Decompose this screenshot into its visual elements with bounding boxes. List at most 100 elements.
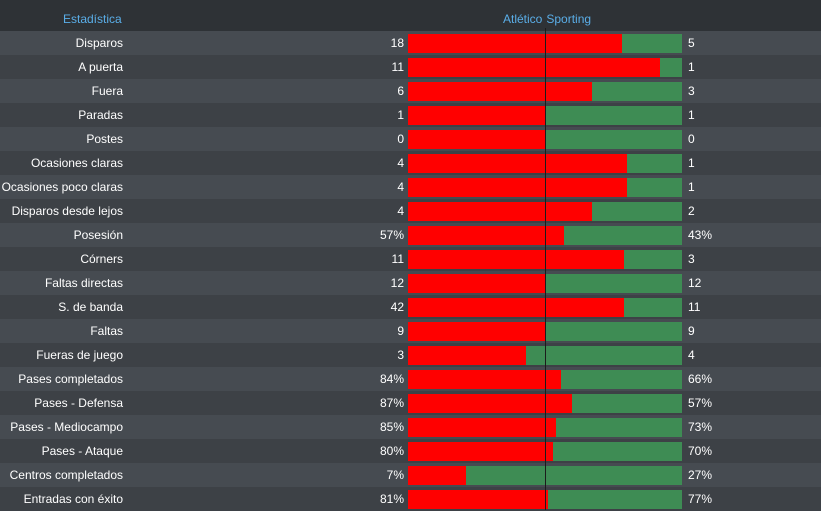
home-value: 42 (390, 300, 404, 314)
home-team-name: Atlético (503, 12, 543, 26)
bar-midline (545, 466, 546, 485)
away-value: 2 (688, 204, 695, 218)
comparison-bar (408, 298, 682, 317)
stat-row: Fuera 6 3 (0, 79, 821, 103)
home-value: 85% (379, 420, 404, 434)
comparison-bar (408, 466, 682, 485)
home-share-fill (408, 178, 628, 197)
home-share-fill (408, 130, 545, 149)
home-share-fill (408, 106, 545, 125)
stat-row: Disparos 18 5 (0, 31, 821, 55)
comparison-bar (408, 370, 682, 389)
home-value: 57% (379, 228, 404, 242)
away-value: 1 (688, 180, 695, 194)
comparison-bar (408, 442, 682, 461)
stat-label: Córners (80, 252, 123, 266)
stat-label: A puerta (78, 60, 123, 74)
stat-row: Entradas con éxito 81% 77% (0, 487, 821, 511)
bar-midline (545, 322, 546, 341)
stat-label: Pases - Ataque (41, 444, 123, 458)
away-value: 70% (688, 444, 713, 458)
home-share-fill (408, 298, 625, 317)
stat-row: Pases - Mediocampo 85% 73% (0, 415, 821, 439)
away-value: 73% (688, 420, 713, 434)
stat-row: S. de banda 42 11 (0, 295, 821, 319)
stat-row: Ocasiones claras 4 1 (0, 151, 821, 175)
comparison-bar (408, 274, 682, 293)
stat-label: Faltas (90, 324, 123, 338)
bar-midline (545, 346, 546, 365)
stat-label: Paradas (78, 108, 123, 122)
home-share-fill (408, 154, 628, 173)
home-share-fill (408, 466, 466, 485)
bar-midline (545, 58, 546, 77)
away-value: 43% (688, 228, 713, 242)
bar-midline (545, 274, 546, 293)
bar-midline (545, 298, 546, 317)
home-value: 7% (386, 468, 404, 482)
stat-row: Ocasiones poco claras 4 1 (0, 175, 821, 199)
stat-row: Faltas directas 12 12 (0, 271, 821, 295)
bar-midline (545, 154, 546, 173)
stat-label: Disparos desde lejos (11, 204, 123, 218)
comparison-bar (408, 58, 682, 77)
bar-midline (545, 202, 546, 221)
comparison-bar (408, 202, 682, 221)
stat-row: Posesión 57% 43% (0, 223, 821, 247)
home-share-fill (408, 274, 545, 293)
away-value: 3 (688, 84, 695, 98)
stats-table: Disparos 18 5 A puerta 11 1 Fuera 6 3 Paradas 1 1 Po… (0, 31, 821, 511)
home-share-fill (408, 202, 592, 221)
away-value: 27% (688, 468, 713, 482)
away-team-name: Sporting (546, 12, 592, 26)
home-share-fill (408, 58, 661, 77)
stat-label: Ocasiones poco claras (1, 180, 123, 194)
home-share-fill (408, 250, 625, 269)
home-value: 9 (397, 324, 404, 338)
stat-label: Faltas directas (44, 276, 123, 290)
bar-midline (545, 178, 546, 197)
stat-row: Faltas 9 9 (0, 319, 821, 343)
home-share-fill (408, 322, 545, 341)
comparison-bar (408, 346, 682, 365)
away-value: 77% (688, 492, 713, 506)
stat-label: Pases completados (18, 372, 123, 386)
comparison-bar (408, 394, 682, 413)
away-value: 1 (688, 108, 695, 122)
home-value: 81% (379, 492, 404, 506)
stat-row: Pases - Ataque 80% 70% (0, 439, 821, 463)
stat-label: Pases - Mediocampo (10, 420, 123, 434)
comparison-bar (408, 34, 682, 53)
bar-midline (545, 130, 546, 149)
home-value: 0 (397, 132, 404, 146)
comparison-bar (408, 130, 682, 149)
bar-midline (545, 226, 546, 245)
home-value: 18 (390, 36, 404, 50)
home-share-fill (408, 394, 573, 413)
comparison-bar (408, 322, 682, 341)
home-value: 4 (397, 180, 404, 194)
home-share-fill (408, 82, 592, 101)
home-value: 80% (379, 444, 404, 458)
home-share-fill (408, 442, 554, 461)
comparison-bar (408, 250, 682, 269)
stat-row: Centros completados 7% 27% (0, 463, 821, 487)
comparison-bar (408, 178, 682, 197)
home-share-fill (408, 226, 565, 245)
home-value: 6 (397, 84, 404, 98)
stat-label: Postes (86, 132, 123, 146)
stat-label: Fuera (91, 84, 123, 98)
home-value: 11 (391, 252, 404, 266)
away-value: 1 (688, 156, 695, 170)
bar-midline (545, 106, 546, 125)
away-value: 9 (688, 324, 695, 338)
home-value: 4 (397, 156, 404, 170)
bar-midline (545, 418, 546, 437)
stat-row: Pases - Defensa 87% 57% (0, 391, 821, 415)
stat-label: Pases - Defensa (34, 396, 123, 410)
home-value: 84% (379, 372, 404, 386)
away-value: 66% (688, 372, 713, 386)
comparison-bar (408, 226, 682, 245)
stat-row: A puerta 11 1 (0, 55, 821, 79)
teams-heading: Atlético Sporting (503, 12, 591, 26)
